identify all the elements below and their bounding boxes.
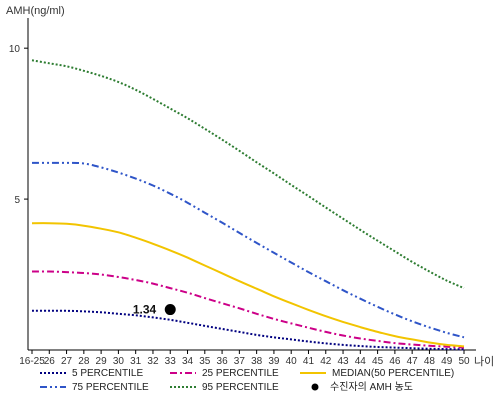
legend-label-marker: 수진자의 AMH 농도 [330, 381, 413, 393]
x-tick-label: 40 [286, 356, 298, 367]
legend-label: MEDIAN(50 PERCENTILE) [332, 368, 454, 379]
x-tick-label: 26 [44, 356, 56, 367]
x-tick-label: 50 [458, 356, 470, 367]
series-line-95-percentile [31, 59, 465, 290]
legend: 5 PERCENTILE 25 PERCENTILE MEDIAN(50 PERCE… [40, 368, 454, 393]
x-tick-label: 29 [96, 356, 108, 367]
x-tick-label: 47 [407, 356, 419, 367]
x-tick-label: 35 [199, 356, 211, 367]
series-line-75-percentile [31, 161, 465, 339]
x-tick-label: 16-25 [19, 356, 45, 367]
x-tick-label: 46 [389, 356, 401, 367]
x-tick-label: 43 [337, 356, 349, 367]
x-tick-label: 44 [355, 356, 367, 367]
legend-label: 5 PERCENTILE [72, 368, 143, 379]
legend-label: 75 PERCENTILE [72, 382, 149, 393]
series-line-median-50-percentile [31, 222, 465, 348]
legend-label: 95 PERCENTILE [202, 382, 279, 393]
patient-amh-value-label: 1.34 [133, 303, 157, 317]
x-tick-label: 42 [320, 356, 332, 367]
x-axis-title: 나이 [474, 355, 494, 368]
x-tick-label: 28 [78, 356, 90, 367]
x-tick-label: 49 [441, 356, 453, 367]
x-tick-label: 32 [147, 356, 159, 367]
x-tick-label: 36 [217, 356, 229, 367]
y-tick-label: 5 [14, 195, 20, 206]
x-tick-label: 38 [251, 356, 263, 367]
y-tick-label: 10 [9, 44, 21, 55]
x-tick-label: 41 [303, 356, 315, 367]
x-tick-label: 33 [165, 356, 177, 367]
x-tick-label: 37 [234, 356, 246, 367]
x-tick-label: 31 [130, 356, 142, 367]
legend-label: 25 PERCENTILE [202, 368, 279, 379]
series-line-5-percentile [31, 309, 465, 351]
patient-amh-marker [164, 304, 176, 316]
series-line-25-percentile [31, 270, 465, 349]
x-tick-label: 45 [372, 356, 384, 367]
x-tick-label: 39 [268, 356, 280, 367]
x-tick-label: 27 [61, 356, 73, 367]
y-axis-title: AMH(ng/ml) [6, 5, 65, 17]
x-tick-label: 48 [424, 356, 436, 367]
x-tick-label: 34 [182, 356, 194, 367]
x-tick-label: 30 [113, 356, 125, 367]
legend-swatch-marker [311, 383, 319, 391]
